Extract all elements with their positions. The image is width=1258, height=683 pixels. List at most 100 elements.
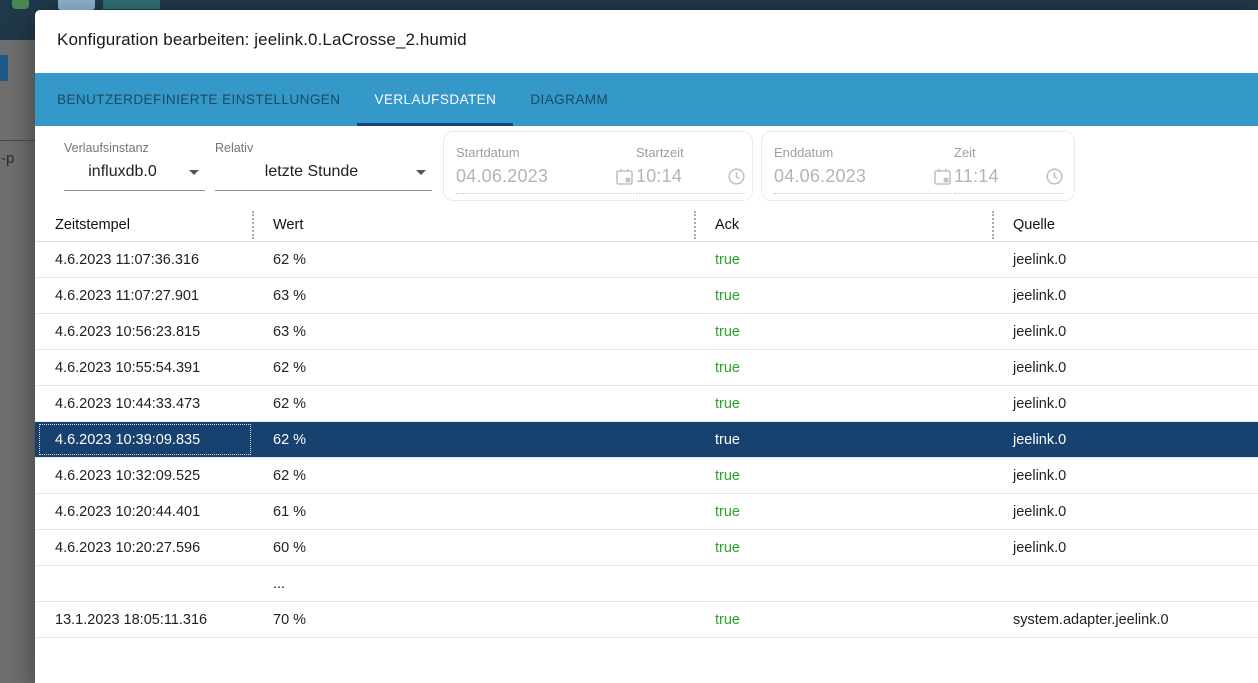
calendar-icon xyxy=(933,167,952,186)
timestamp-cell xyxy=(35,566,253,601)
source-cell: jeelink.0 xyxy=(1013,431,1067,448)
ack-cell: true xyxy=(715,467,740,484)
background-logo-fragment xyxy=(12,0,29,9)
end-date-field: Enddatum 04.06.2023 xyxy=(774,145,952,200)
table-row[interactable]: 4.6.2023 10:55:54.391 62 % true jeelink.… xyxy=(35,350,1258,386)
timestamp-cell: 4.6.2023 11:07:27.901 xyxy=(55,287,200,304)
end-date-label: Enddatum xyxy=(774,145,834,160)
ack-cell: true xyxy=(715,539,740,556)
background-tab-fragment xyxy=(0,55,8,81)
source-cell: jeelink.0 xyxy=(1013,395,1067,412)
background-logo-fragment xyxy=(58,0,95,10)
background-clipped-text: -p xyxy=(1,150,15,167)
calendar-icon xyxy=(615,167,634,186)
table-row[interactable]: 4.6.2023 10:39:09.835 62 % true jeelink.… xyxy=(35,422,1258,458)
history-instance-value: influxdb.0 xyxy=(88,163,157,180)
table-row[interactable]: 13.1.2023 18:05:11.316 70 % true system.… xyxy=(35,602,1258,638)
source-cell xyxy=(993,566,1258,601)
ack-cell: true xyxy=(715,503,740,520)
ack-cell: true xyxy=(715,611,740,628)
source-cell: jeelink.0 xyxy=(1013,359,1067,376)
source-cell: jeelink.0 xyxy=(1013,287,1067,304)
ack-cell: true xyxy=(715,359,740,376)
table-row[interactable]: 4.6.2023 11:07:36.316 62 % true jeelink.… xyxy=(35,242,1258,278)
end-datetime-group: Enddatum 04.06.2023 Zeit 11:14 xyxy=(761,131,1075,201)
value-cell: 62 % xyxy=(273,251,307,268)
table-row[interactable]: 4.6.2023 11:07:27.901 63 % true jeelink.… xyxy=(35,278,1258,314)
history-instance-select[interactable]: Verlaufsinstanz influxdb.0 xyxy=(64,141,205,191)
history-instance-label: Verlaufsinstanz xyxy=(64,141,149,155)
tab-label: BENUTZERDEFINIERTE EINSTELLUNGEN xyxy=(57,92,341,107)
source-cell: system.adapter.jeelink.0 xyxy=(1013,611,1169,628)
timestamp-cell: 4.6.2023 10:44:33.473 xyxy=(55,395,201,412)
column-header-wert: Wert xyxy=(273,216,304,233)
start-time-label: Startzeit xyxy=(636,145,684,160)
value-cell: 70 % xyxy=(273,611,307,628)
history-filter-bar: Verlaufsinstanz influxdb.0 Relativ letzt… xyxy=(35,130,1258,208)
ack-cell: true xyxy=(715,395,740,412)
edit-config-dialog: Konfiguration bearbeiten: jeelink.0.LaCr… xyxy=(35,10,1258,683)
tab-label: VERLAUFSDATEN xyxy=(374,92,497,107)
table-row[interactable]: 4.6.2023 10:44:33.473 62 % true jeelink.… xyxy=(35,386,1258,422)
timestamp-cell: 13.1.2023 18:05:11.316 xyxy=(55,611,208,628)
timestamp-cell: 4.6.2023 10:32:09.525 xyxy=(55,467,201,484)
timestamp-cell: 4.6.2023 10:55:54.391 xyxy=(55,359,201,376)
value-cell: ... xyxy=(273,575,286,592)
value-cell: 60 % xyxy=(273,539,307,556)
timestamp-cell: 4.6.2023 10:39:09.835 xyxy=(35,422,253,457)
ack-cell: true xyxy=(715,431,740,448)
value-cell: 62 % xyxy=(273,467,307,484)
column-resize-handle[interactable] xyxy=(252,211,254,239)
history-table-header: Zeitstempel Wert Ack Quelle xyxy=(35,208,1258,242)
clock-icon xyxy=(1045,167,1064,186)
tab-verlaufsdaten[interactable]: VERLAUFSDATEN xyxy=(357,73,514,126)
tab-diagramm[interactable]: DIAGRAMM xyxy=(513,73,625,126)
timestamp-cell: 4.6.2023 11:07:36.316 xyxy=(55,251,200,268)
value-cell: 62 % xyxy=(273,395,307,412)
column-header-quelle: Quelle xyxy=(1013,216,1055,233)
source-cell: jeelink.0 xyxy=(1013,467,1067,484)
timestamp-cell: 4.6.2023 10:56:23.815 xyxy=(55,323,201,340)
ack-cell: true xyxy=(715,287,740,304)
source-cell: jeelink.0 xyxy=(1013,323,1067,340)
value-cell: 62 % xyxy=(273,359,307,376)
timestamp-cell: 4.6.2023 10:20:27.596 xyxy=(55,539,201,556)
end-date-value: 04.06.2023 xyxy=(774,166,867,186)
clock-icon xyxy=(727,167,746,186)
background-divider xyxy=(0,140,35,141)
relative-range-value: letzte Stunde xyxy=(264,163,359,180)
start-time-value: 10:14 xyxy=(636,166,683,186)
tab-benutzerdefinierte-einstellungen[interactable]: BENUTZERDEFINIERTE EINSTELLUNGEN xyxy=(40,73,357,126)
history-table-body: 4.6.2023 11:07:36.316 62 % true jeelink.… xyxy=(35,242,1258,638)
source-cell: jeelink.0 xyxy=(1013,539,1067,556)
start-date-value: 04.06.2023 xyxy=(456,166,549,186)
ack-cell: true xyxy=(715,323,740,340)
end-time-field: Zeit 11:14 xyxy=(954,145,1064,200)
start-time-field: Startzeit 10:14 xyxy=(636,145,746,200)
background-logo-fragment xyxy=(103,0,160,9)
table-row[interactable]: ... xyxy=(35,566,1258,602)
column-header-ack: Ack xyxy=(715,216,740,233)
value-cell: 63 % xyxy=(273,287,307,304)
column-resize-handle[interactable] xyxy=(694,211,696,239)
start-date-label: Startdatum xyxy=(456,145,520,160)
end-time-value: 11:14 xyxy=(954,166,999,186)
table-row[interactable]: 4.6.2023 10:56:23.815 63 % true jeelink.… xyxy=(35,314,1258,350)
table-row[interactable]: 4.6.2023 10:20:27.596 60 % true jeelink.… xyxy=(35,530,1258,566)
source-cell: jeelink.0 xyxy=(1013,251,1067,268)
value-cell: 62 % xyxy=(273,431,307,448)
relative-range-select[interactable]: Relativ letzte Stunde xyxy=(215,141,432,191)
table-row[interactable]: 4.6.2023 10:32:09.525 62 % true jeelink.… xyxy=(35,458,1258,494)
column-resize-handle[interactable] xyxy=(992,211,994,239)
relative-range-label: Relativ xyxy=(215,141,254,155)
value-cell: 61 % xyxy=(273,503,307,520)
tab-label: DIAGRAMM xyxy=(530,92,609,107)
start-date-field: Startdatum 04.06.2023 xyxy=(456,145,634,200)
chevron-down-icon xyxy=(416,170,426,175)
dialog-title: Konfiguration bearbeiten: jeelink.0.LaCr… xyxy=(57,30,467,49)
start-datetime-group: Startdatum 04.06.2023 Startzeit 10:14 xyxy=(443,131,753,201)
source-cell: jeelink.0 xyxy=(1013,503,1067,520)
table-row[interactable]: 4.6.2023 10:20:44.401 61 % true jeelink.… xyxy=(35,494,1258,530)
ack-cell xyxy=(695,566,993,601)
ack-cell: true xyxy=(715,251,740,268)
